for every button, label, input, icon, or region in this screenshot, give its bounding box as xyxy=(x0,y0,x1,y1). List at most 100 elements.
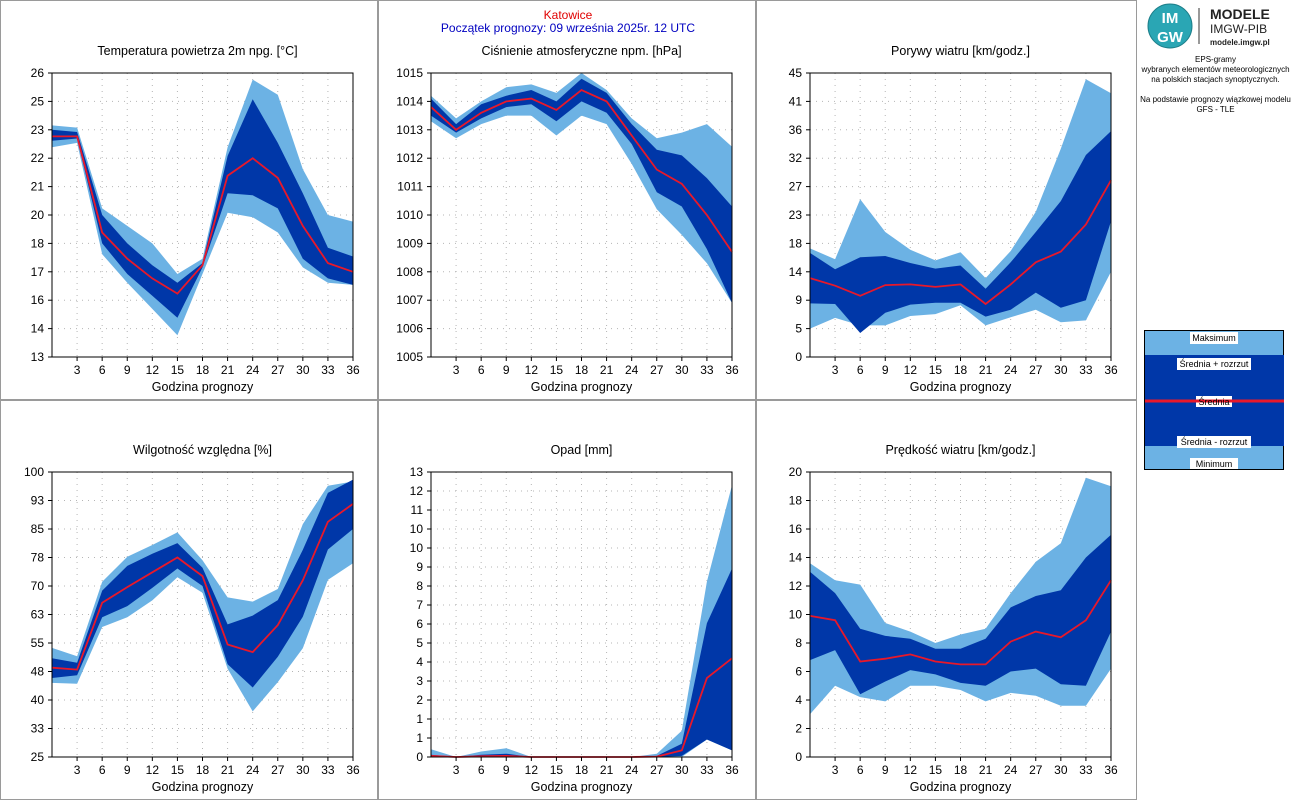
x-tick-label: 6 xyxy=(857,763,864,777)
y-tick-label: 40 xyxy=(31,693,45,707)
x-tick-label: 33 xyxy=(1079,763,1093,777)
y-tick-label: 20 xyxy=(789,465,803,479)
logo-url: modele.imgw.pl xyxy=(1210,38,1270,47)
x-tick-label: 9 xyxy=(503,763,510,777)
x-tick-label: 30 xyxy=(675,363,689,377)
y-tick-label: 85 xyxy=(31,522,45,536)
station-name: Katowice xyxy=(543,8,593,22)
y-tick-label: 1007 xyxy=(396,293,423,307)
legend-mean-label: Średnia xyxy=(1198,396,1229,407)
y-tick-label: 36 xyxy=(789,123,803,137)
logo-badge-bottom: GW xyxy=(1157,29,1184,46)
side-line2: wybranych elementów meteorologicznych xyxy=(1141,65,1290,74)
y-tick-label: 45 xyxy=(789,66,803,80)
x-tick-label: 27 xyxy=(271,763,285,777)
y-tick-label: 6 xyxy=(416,617,423,631)
y-tick-label: 9 xyxy=(416,560,423,574)
x-tick-label: 12 xyxy=(146,763,160,777)
y-tick-label: 63 xyxy=(31,608,45,622)
y-tick-label: 8 xyxy=(795,636,802,650)
x-tick-label: 21 xyxy=(979,763,993,777)
x-tick-label: 27 xyxy=(650,763,664,777)
side-line5: GFS - TLE xyxy=(1196,105,1235,114)
x-tick-label: 6 xyxy=(478,763,485,777)
x-tick-label: 9 xyxy=(124,763,131,777)
chart-title: Ciśnienie atmosferyczne npm. [hPa] xyxy=(481,44,681,58)
chart-title: Prędkość wiatru [km/godz.] xyxy=(885,443,1035,457)
x-axis-label: Godzina prognozy xyxy=(531,780,633,794)
y-tick-label: 33 xyxy=(31,722,45,736)
y-tick-label: 18 xyxy=(31,236,45,250)
side-line3: na polskich stacjach synoptycznych. xyxy=(1151,75,1280,84)
y-tick-label: 1010 xyxy=(396,208,423,222)
x-tick-label: 15 xyxy=(550,763,564,777)
x-tick-label: 12 xyxy=(146,363,160,377)
legend-mean-minus-label: Średnia - rozrzut xyxy=(1181,436,1248,447)
x-tick-label: 30 xyxy=(1054,363,1068,377)
x-tick-label: 3 xyxy=(832,363,839,377)
x-tick-label: 9 xyxy=(882,363,889,377)
x-tick-label: 12 xyxy=(904,363,918,377)
y-tick-label: 0 xyxy=(795,350,802,364)
x-tick-label: 3 xyxy=(74,363,81,377)
chart-title: Opad [mm] xyxy=(551,443,613,457)
spread-band xyxy=(810,534,1111,695)
panel-frame xyxy=(0,0,378,400)
x-tick-label: 21 xyxy=(221,363,235,377)
x-tick-label: 33 xyxy=(321,363,335,377)
y-tick-label: 78 xyxy=(31,551,45,565)
y-tick-label: 12 xyxy=(789,579,803,593)
chart-title: Porywy wiatru [km/godz.] xyxy=(891,44,1030,58)
y-tick-label: 23 xyxy=(31,123,45,137)
y-tick-label: 1 xyxy=(416,712,423,726)
x-tick-label: 15 xyxy=(929,363,943,377)
x-tick-label: 36 xyxy=(725,763,739,777)
y-tick-label: 3 xyxy=(416,674,423,688)
y-tick-label: 11 xyxy=(411,503,424,517)
x-tick-label: 33 xyxy=(1079,363,1093,377)
x-tick-label: 15 xyxy=(171,363,185,377)
y-tick-label: 13 xyxy=(31,350,45,364)
y-tick-label: 1 xyxy=(416,731,423,745)
chart-title: Temperatura powietrza 2m npg. [°C] xyxy=(97,44,297,58)
y-tick-label: 1005 xyxy=(396,350,423,364)
x-tick-label: 24 xyxy=(1004,363,1018,377)
min-max-band xyxy=(431,485,732,757)
logo-line2: IMGW-PIB xyxy=(1210,22,1267,36)
x-tick-label: 33 xyxy=(700,363,714,377)
chart-4: 3 6 9 12 15 18 21 24 27 30 33 360112345678910101112… xyxy=(410,443,739,794)
x-tick-label: 9 xyxy=(503,363,510,377)
y-tick-label: 4 xyxy=(795,693,802,707)
x-tick-label: 18 xyxy=(196,363,210,377)
x-tick-label: 3 xyxy=(453,363,460,377)
y-tick-label: 25 xyxy=(31,750,45,764)
y-tick-label: 1015 xyxy=(396,66,423,80)
x-tick-label: 15 xyxy=(550,363,564,377)
x-tick-label: 12 xyxy=(525,763,539,777)
y-tick-label: 16 xyxy=(789,522,803,536)
spread-band xyxy=(52,479,353,688)
spread-band xyxy=(810,131,1111,333)
imgw-logo: IM GW MODELE IMGW-PIB modele.imgw.pl xyxy=(1146,2,1286,50)
mean-line xyxy=(430,88,733,253)
y-tick-label: 1012 xyxy=(396,151,423,165)
x-tick-label: 6 xyxy=(857,363,864,377)
y-tick-label: 93 xyxy=(31,494,45,508)
y-tick-label: 5 xyxy=(416,636,423,650)
y-tick-label: 70 xyxy=(31,579,45,593)
x-tick-label: 18 xyxy=(575,363,589,377)
y-tick-label: 10 xyxy=(410,522,424,536)
y-tick-label: 13 xyxy=(410,465,424,479)
x-tick-label: 21 xyxy=(221,763,235,777)
y-tick-label: 18 xyxy=(789,236,803,250)
mean-line xyxy=(809,579,1112,666)
legend-max-label: Maksimum xyxy=(1192,333,1236,343)
y-tick-label: 23 xyxy=(789,208,803,222)
y-tick-label: 0 xyxy=(795,750,802,764)
x-axis-label: Godzina prognozy xyxy=(152,380,254,394)
x-tick-label: 9 xyxy=(882,763,889,777)
x-tick-label: 12 xyxy=(525,363,539,377)
x-tick-label: 15 xyxy=(171,763,185,777)
panel-frame xyxy=(0,400,378,800)
x-tick-label: 33 xyxy=(700,763,714,777)
